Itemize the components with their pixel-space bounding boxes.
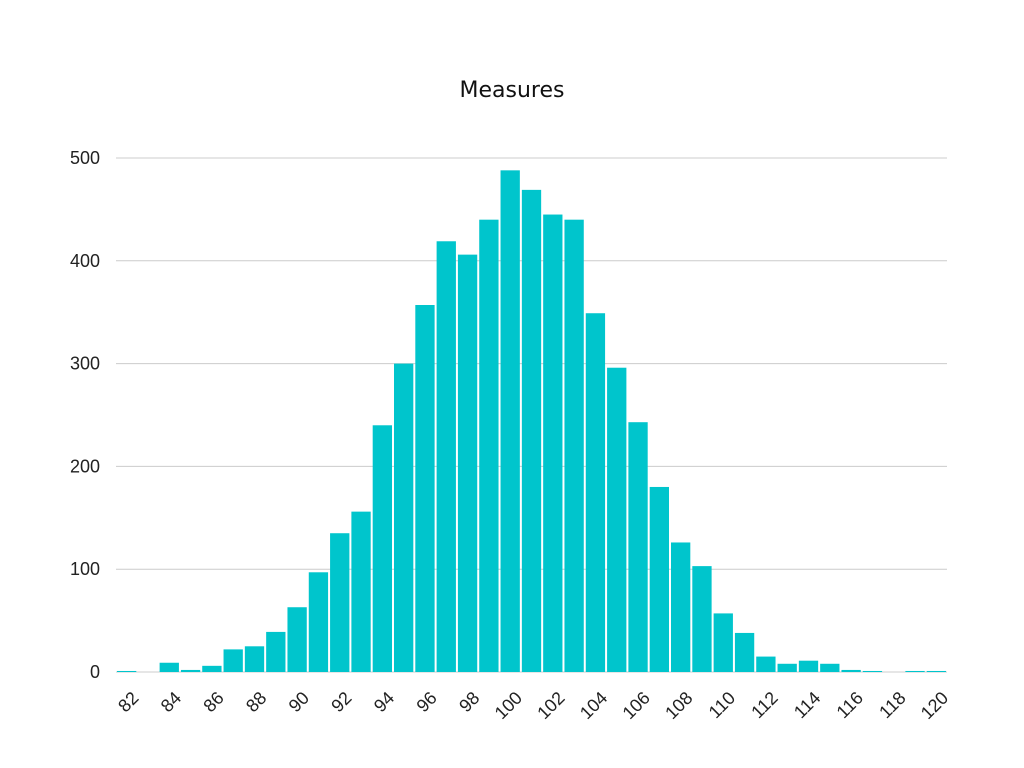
x-tick-label: 84 — [157, 688, 185, 716]
bar-89 — [266, 631, 286, 672]
bar-93 — [351, 511, 371, 672]
x-tick-label: 116 — [833, 688, 867, 722]
bar-92 — [330, 533, 350, 672]
bar-101 — [521, 189, 542, 673]
bar-88 — [244, 646, 265, 672]
y-tick-label: 0 — [90, 662, 100, 682]
bar-109 — [692, 566, 712, 672]
bar-97 — [436, 241, 456, 672]
bar-104 — [585, 313, 606, 672]
x-tick-label: 86 — [199, 688, 227, 716]
bar-110 — [713, 613, 733, 672]
bar-107 — [649, 486, 669, 672]
bar-82 — [117, 670, 137, 672]
bar-94 — [372, 425, 392, 672]
bar-119 — [905, 670, 925, 672]
y-tick-label: 500 — [70, 148, 100, 168]
y-tick-label: 400 — [70, 251, 100, 271]
bar-99 — [479, 219, 499, 672]
x-tick-label: 90 — [285, 688, 313, 716]
bar-85 — [180, 669, 201, 672]
x-tick-label: 82 — [114, 688, 142, 716]
bar-117 — [862, 670, 883, 672]
x-tick-label: 120 — [917, 688, 952, 723]
bar-96 — [415, 305, 435, 672]
bar-91 — [308, 572, 329, 672]
x-tick-label: 88 — [242, 688, 270, 716]
bar-86 — [202, 665, 222, 672]
bar-115 — [820, 663, 840, 672]
y-tick-label: 300 — [70, 354, 100, 374]
x-tick-label: 100 — [491, 688, 526, 723]
y-tick-label: 200 — [70, 456, 100, 476]
bar-116 — [841, 669, 861, 672]
x-tick-label: 98 — [455, 688, 483, 716]
x-tick-label: 118 — [875, 688, 909, 722]
x-axis: 82 84 86 88 90 92 94 96 98 100 102 104 106 108 110 112 1… — [114, 688, 952, 723]
bars — [117, 170, 946, 673]
bar-111 — [734, 632, 755, 672]
bar-84 — [159, 662, 179, 672]
bar-102 — [543, 214, 563, 673]
bar-100 — [500, 170, 520, 672]
y-axis: 0 100 200 300 400 500 — [70, 148, 100, 682]
bar-114 — [798, 660, 819, 672]
bar-120 — [926, 670, 946, 672]
x-tick-label: 114 — [790, 688, 824, 722]
x-tick-label: 106 — [619, 688, 654, 723]
chart-title: Measures — [459, 78, 565, 103]
x-tick-label: 112 — [747, 688, 781, 722]
x-tick-label: 104 — [576, 688, 611, 723]
x-tick-label: 102 — [533, 688, 568, 723]
bar-112 — [756, 656, 776, 672]
x-tick-label: 94 — [370, 688, 398, 716]
y-tick-label: 100 — [70, 559, 100, 579]
bar-87 — [223, 649, 243, 672]
bar-90 — [287, 607, 307, 672]
bar-98 — [457, 254, 478, 672]
x-tick-label: 108 — [661, 688, 696, 723]
x-tick-label: 96 — [413, 688, 441, 716]
bar-103 — [564, 219, 584, 672]
x-tick-label: 110 — [705, 688, 739, 722]
bar-95 — [394, 363, 414, 672]
bar-113 — [777, 663, 797, 672]
bar-108 — [671, 542, 691, 672]
bar-105 — [607, 367, 627, 672]
x-tick-label: 92 — [327, 688, 355, 716]
bar-106 — [628, 422, 648, 672]
